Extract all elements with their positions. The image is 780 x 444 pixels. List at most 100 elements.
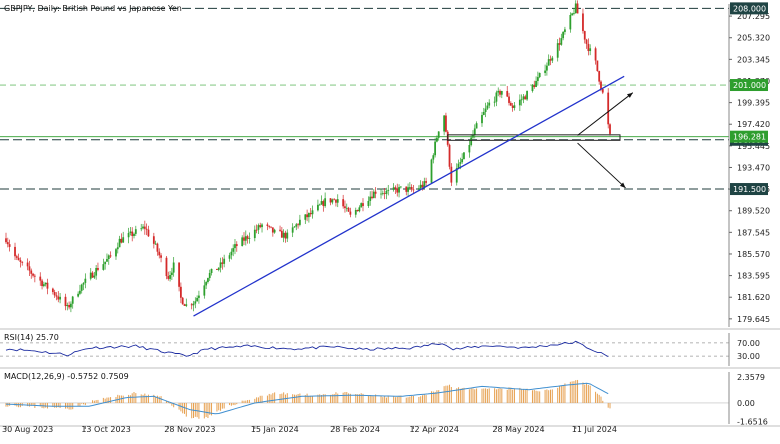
candle-body bbox=[380, 193, 382, 195]
candle-body bbox=[430, 159, 433, 183]
candle-body bbox=[181, 297, 184, 305]
candle-body bbox=[358, 207, 361, 212]
candle-body bbox=[228, 255, 231, 259]
candle-body bbox=[284, 232, 287, 239]
candle-body bbox=[41, 280, 43, 287]
axis-layer: 207.295205.320203.345201.370199.395197.4… bbox=[0, 2, 780, 434]
candle-body bbox=[596, 60, 599, 72]
candle-body bbox=[259, 225, 262, 228]
candle-body bbox=[230, 251, 233, 256]
candle-body bbox=[172, 262, 175, 273]
candle-body bbox=[583, 31, 586, 40]
candle-body bbox=[59, 296, 61, 300]
candle-body bbox=[273, 229, 276, 233]
candle-body bbox=[219, 262, 222, 268]
candle-body bbox=[347, 207, 350, 212]
candle-body bbox=[394, 187, 397, 189]
candle-body bbox=[317, 204, 319, 211]
candle-body bbox=[109, 255, 112, 257]
date-tick-label: 15 Jan 2024 bbox=[251, 425, 299, 434]
price-tick-label: 183.595 bbox=[737, 272, 770, 281]
candle-body bbox=[15, 256, 18, 258]
candle-body bbox=[291, 227, 294, 233]
candle-body bbox=[170, 272, 173, 276]
candle-body bbox=[598, 71, 601, 82]
candle-body bbox=[493, 101, 496, 103]
candle-body bbox=[143, 226, 146, 229]
candle-body bbox=[508, 96, 510, 103]
candle-body bbox=[28, 266, 31, 271]
candle-body bbox=[133, 233, 135, 236]
candle-body bbox=[374, 191, 377, 194]
date-tick-label: 28 Feb 2024 bbox=[330, 425, 380, 434]
key-level-tag bbox=[730, 79, 768, 92]
candle-body bbox=[609, 124, 611, 134]
candle-body bbox=[55, 295, 58, 297]
candle-body bbox=[282, 232, 285, 238]
candle-body bbox=[545, 65, 548, 71]
candle-body bbox=[356, 209, 359, 212]
price-tick-label: 199.395 bbox=[737, 99, 770, 108]
date-tick-label: 11 Jul 2024 bbox=[572, 425, 617, 434]
candle-body bbox=[399, 186, 402, 188]
key-level-label: 191.500 bbox=[733, 185, 766, 194]
candle-body bbox=[551, 57, 554, 61]
candle-body bbox=[205, 282, 208, 286]
candle-body bbox=[308, 212, 310, 218]
candle-body bbox=[547, 59, 550, 66]
candle-body bbox=[210, 268, 213, 274]
candle-body bbox=[57, 296, 60, 300]
candle-body bbox=[190, 304, 193, 306]
candle-body bbox=[266, 224, 269, 226]
candle-body bbox=[44, 282, 47, 285]
candle-body bbox=[457, 163, 460, 169]
key-level-label: 208.000 bbox=[733, 4, 766, 13]
candle-body bbox=[84, 278, 87, 283]
candle-body bbox=[535, 80, 537, 87]
candle-body bbox=[169, 275, 171, 279]
candle-body bbox=[437, 131, 440, 138]
candle-body bbox=[601, 89, 604, 93]
candle-body bbox=[33, 275, 36, 277]
candle-body bbox=[419, 184, 422, 189]
candle-body bbox=[500, 91, 503, 95]
candle-body bbox=[582, 13, 584, 32]
candle-body bbox=[533, 85, 536, 87]
candle-body bbox=[270, 226, 272, 228]
candle-body bbox=[372, 191, 375, 199]
candle-body bbox=[253, 229, 256, 239]
candle-body bbox=[571, 13, 574, 15]
candle-body bbox=[66, 305, 69, 307]
candle-body bbox=[216, 268, 218, 270]
candle-body bbox=[367, 200, 370, 206]
rsi-title: RSI(14) 25.70 bbox=[4, 333, 59, 342]
candle-body bbox=[536, 77, 539, 81]
candle-body bbox=[208, 273, 211, 279]
candle-body bbox=[243, 237, 245, 241]
candle-body bbox=[80, 284, 83, 291]
macd-signal-line bbox=[5, 382, 609, 415]
key-level-tag bbox=[730, 183, 768, 196]
candle-body bbox=[79, 290, 81, 294]
price-tick-label: 195.445 bbox=[737, 142, 770, 151]
candle-body bbox=[234, 244, 236, 249]
candle-body bbox=[387, 189, 390, 191]
candle-body bbox=[594, 48, 597, 61]
candle-body bbox=[482, 112, 485, 115]
candle-body bbox=[432, 155, 435, 160]
candle-body bbox=[271, 227, 274, 233]
candle-body bbox=[412, 189, 415, 191]
candle-body bbox=[322, 201, 325, 207]
macd-panel bbox=[0, 379, 729, 419]
candle-body bbox=[335, 199, 337, 203]
candle-body bbox=[131, 231, 134, 236]
candle-body bbox=[425, 181, 427, 183]
candle-body bbox=[556, 43, 559, 58]
candle-body bbox=[194, 301, 197, 304]
candle-body bbox=[318, 204, 321, 206]
candle-body bbox=[410, 187, 413, 190]
candle-body bbox=[30, 270, 33, 274]
candle-body bbox=[385, 190, 388, 194]
candle-body bbox=[154, 243, 157, 245]
candle-body bbox=[39, 276, 42, 281]
